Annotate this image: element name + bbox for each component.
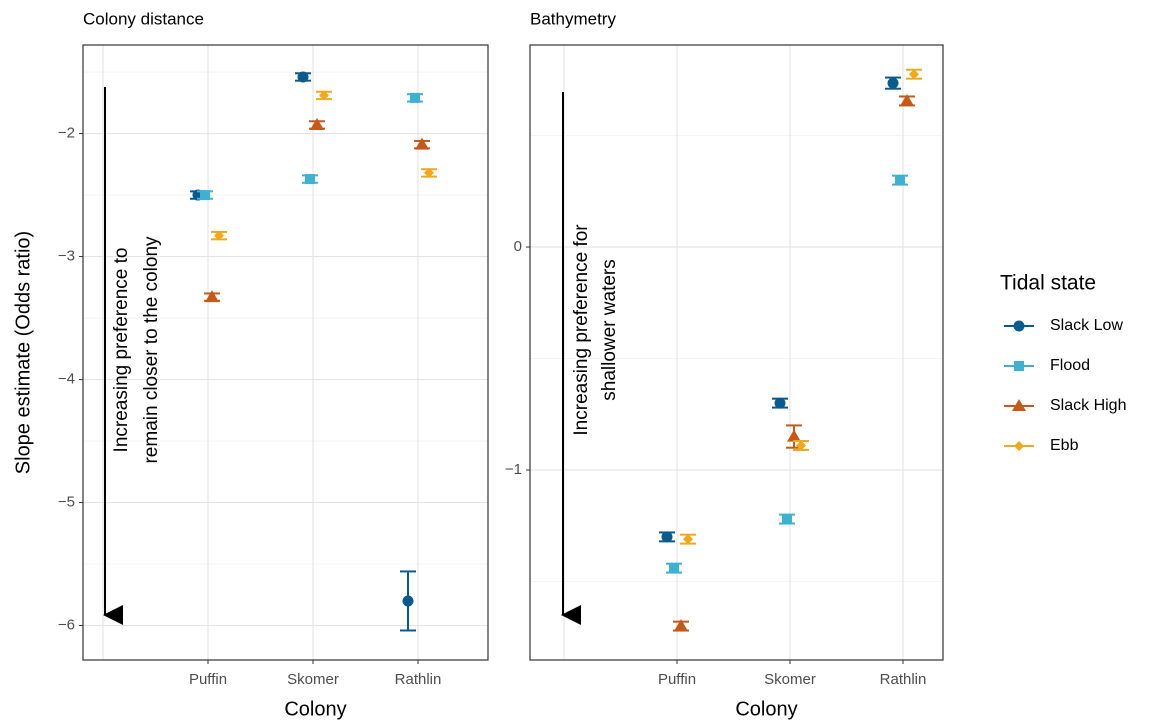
y-tick-label: −3: [58, 248, 75, 265]
point-range: [302, 174, 318, 185]
point-range: [204, 290, 220, 303]
legend-label: Flood: [1050, 357, 1090, 374]
point: [310, 117, 324, 130]
point: [319, 90, 329, 101]
point: [200, 190, 210, 201]
x-tick-label: Rathlin: [395, 671, 442, 688]
point-range: [673, 619, 689, 632]
point-range: [197, 190, 213, 201]
y-tick-label: −2: [58, 125, 75, 142]
x-tick-label: Rathlin: [880, 671, 927, 688]
point: [1014, 361, 1024, 371]
point: [674, 619, 688, 632]
point: [887, 77, 899, 89]
panel-border: [529, 44, 944, 661]
annotation: remain closer to the colony: [141, 236, 162, 464]
point: [415, 137, 429, 150]
point: [796, 440, 806, 451]
point-range: [906, 68, 922, 80]
legend-label: Ebb: [1050, 437, 1079, 454]
point: [402, 595, 414, 607]
legend-label: Slack Low: [1050, 317, 1123, 334]
point-range: [316, 90, 332, 101]
y-tick-label: −5: [58, 494, 75, 511]
y-axis-label: Slope estimate (Odds ratio): [12, 231, 34, 474]
point: [661, 531, 673, 543]
point-range: [793, 440, 809, 451]
point-range: [899, 93, 915, 107]
point-range: [211, 230, 227, 241]
point: [774, 397, 786, 409]
panel-title: Bathymetry: [530, 9, 616, 28]
point: [205, 290, 219, 303]
point-range: [400, 570, 416, 632]
legend-label: Slack High: [1050, 397, 1126, 414]
point-range: [892, 174, 908, 186]
point: [1012, 399, 1026, 411]
point-range: [659, 531, 675, 543]
point: [297, 71, 309, 83]
point-range: [772, 397, 788, 409]
point-range: [309, 117, 325, 130]
point: [1014, 441, 1024, 451]
legend-title: Tidal state: [1000, 272, 1096, 295]
annotation: Increasing preference to: [111, 248, 132, 453]
point: [424, 167, 434, 178]
annotation: Increasing preference for: [571, 224, 592, 436]
x-axis-label: Colony: [284, 698, 346, 720]
point: [683, 534, 693, 545]
panel-border: [82, 44, 489, 661]
point-range: [414, 137, 430, 150]
point-range: [666, 562, 682, 574]
panel-title: Colony distance: [83, 9, 204, 28]
point: [909, 69, 919, 80]
point: [900, 93, 914, 106]
y-tick-label: −6: [58, 617, 75, 634]
x-tick-label: Skomer: [764, 671, 816, 688]
point-range: [295, 71, 311, 83]
x-tick-label: Puffin: [189, 671, 227, 688]
point-range: [680, 533, 696, 545]
y-tick-label: −4: [58, 371, 75, 388]
point-range: [885, 76, 901, 90]
point: [305, 174, 315, 185]
point-range: [421, 167, 437, 178]
point: [669, 563, 679, 574]
point-range: [779, 513, 795, 525]
x-tick-label: Skomer: [287, 671, 339, 688]
annotation: shallower waters: [599, 259, 620, 401]
y-tick-label: −1: [505, 461, 522, 478]
point: [1013, 320, 1025, 332]
point: [214, 230, 224, 241]
point: [895, 175, 905, 186]
point: [787, 429, 801, 442]
y-tick-label: 0: [514, 238, 522, 255]
point: [410, 92, 420, 103]
x-axis-label: Colony: [735, 698, 797, 720]
point-range: [407, 92, 423, 103]
x-tick-label: Puffin: [658, 671, 696, 688]
point: [782, 514, 792, 525]
